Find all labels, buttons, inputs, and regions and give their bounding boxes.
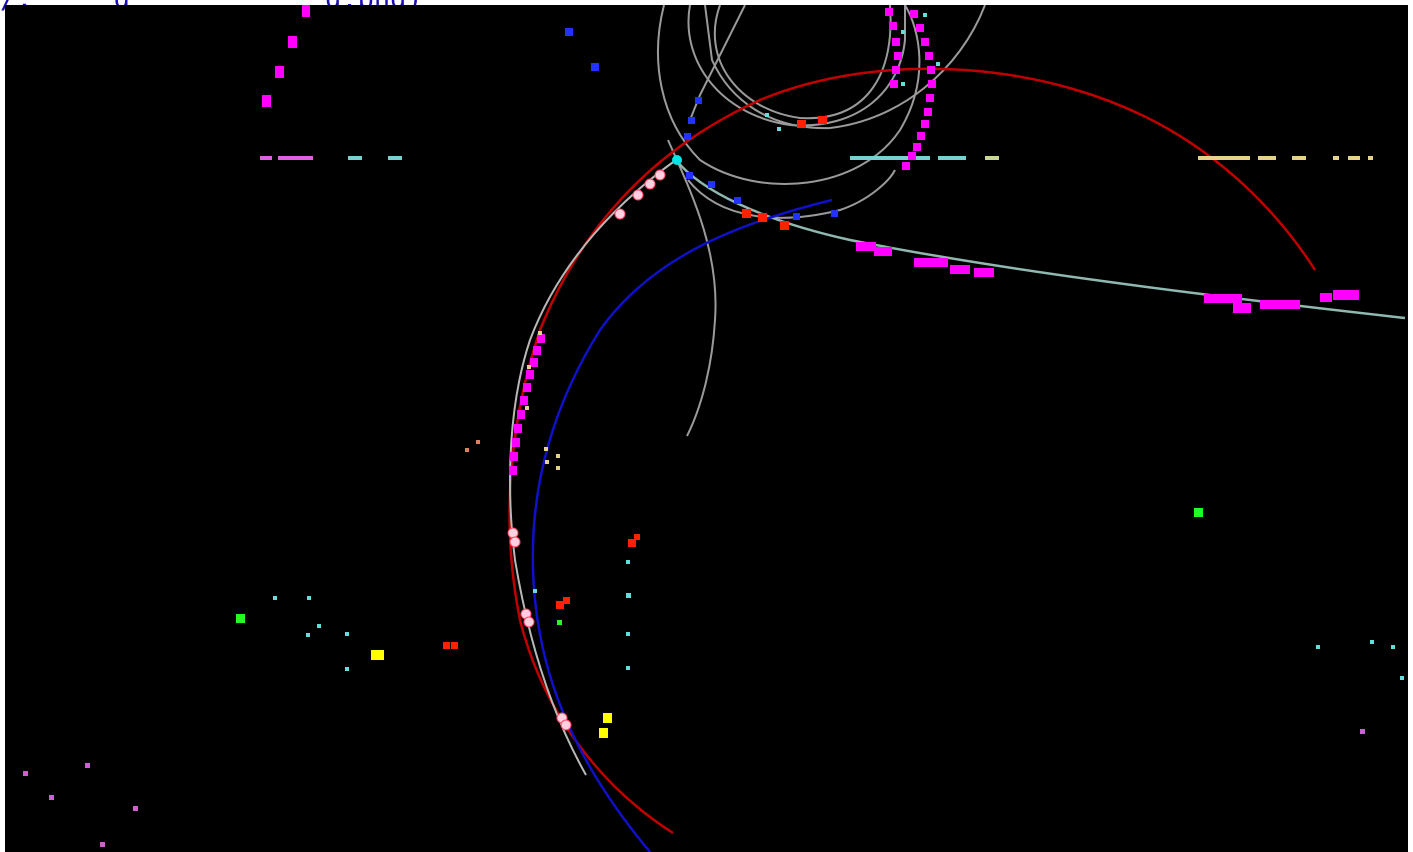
- yellow-hits: [371, 650, 612, 738]
- red-hits-top: [742, 116, 827, 230]
- dotted-hit-row: [260, 156, 1373, 160]
- blue-hits-top: [565, 28, 838, 220]
- vertex-point: [672, 155, 682, 165]
- khaki-hits-left-arc: [525, 331, 560, 470]
- event-display-image: [5, 5, 1408, 852]
- white-hits-on-track: [507, 169, 666, 731]
- magenta-hits-teal-track: [856, 242, 1359, 313]
- event-display-canvas: [5, 5, 1408, 852]
- orchid-hits: [23, 729, 1365, 847]
- grey-track-loops: [657, 5, 986, 437]
- red-track: [508, 67, 1317, 835]
- cyan-hits-lower: [273, 560, 1404, 680]
- grey-track-lower: [509, 159, 677, 776]
- magenta-hits-left-arc: [509, 334, 545, 475]
- green-hits: [236, 508, 1203, 625]
- blue-track: [531, 198, 833, 852]
- magenta-hits-upper-left: [262, 5, 310, 107]
- red-hits-lower: [443, 534, 640, 649]
- magenta-hits-upper-right: [885, 8, 936, 170]
- cyan-hits-upper-right: [765, 13, 940, 131]
- orange-hits: [465, 440, 480, 452]
- teal-track: [675, 159, 1406, 320]
